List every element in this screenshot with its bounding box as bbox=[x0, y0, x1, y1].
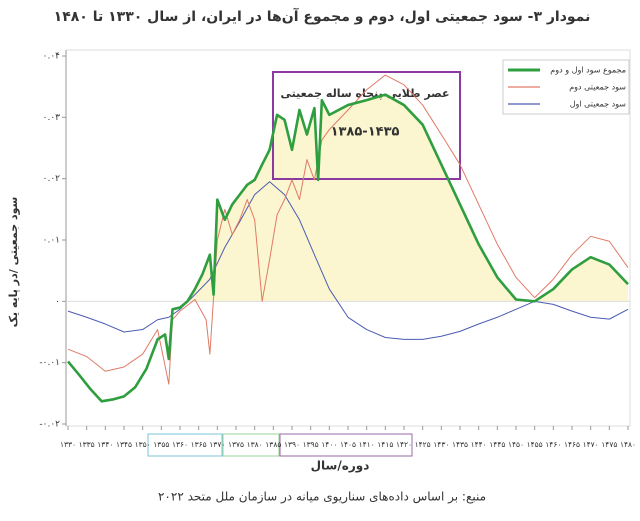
y-tick-label: -۰.۰۲ bbox=[39, 420, 60, 430]
x-tick-label: ۱۳۷۵ bbox=[228, 440, 244, 449]
x-tick-label: ۱۴۲۵ bbox=[415, 440, 431, 449]
x-tick-label: ۱۳۴۰ bbox=[97, 440, 113, 449]
x-tick-label: ۱۴۳۵ bbox=[452, 440, 468, 449]
x-tick-label: ۱۴۱۰ bbox=[359, 440, 375, 449]
x-tick-label: ۱۴۰۵ bbox=[340, 440, 356, 449]
x-tick-label: ۱۳۵۵ bbox=[153, 440, 169, 449]
x-tick-label: ۱۳۵۰ bbox=[135, 440, 151, 449]
x-tick-label: ۱۳۸۰ bbox=[247, 440, 263, 449]
x-tick-label: ۱۴۸۰ bbox=[620, 440, 636, 449]
annotation-box bbox=[272, 71, 461, 180]
x-axis-label: دوره/سال bbox=[311, 459, 370, 474]
y-tick-label: ۰ bbox=[55, 297, 60, 307]
y-tick-label: ۰.۰۱ bbox=[43, 236, 60, 246]
area-fill bbox=[68, 94, 628, 302]
source-note: منبع: بر اساس داده‌های سناریوی میانه در … bbox=[158, 490, 486, 505]
x-tick-label: ۱۳۳۰ bbox=[60, 440, 76, 449]
x-tick-label: ۱۴۷۵ bbox=[601, 440, 617, 449]
x-group-box bbox=[279, 433, 413, 457]
annotation: عصر طلایی پنجاه ساله جمعیتی bbox=[280, 87, 449, 100]
x-group-box bbox=[222, 433, 280, 457]
x-tick-label: ۱۴۴۵ bbox=[489, 440, 505, 449]
x-tick-label: ۱۳۴۵ bbox=[116, 440, 132, 449]
series-line bbox=[67, 74, 629, 385]
legend-label: سود جمعیتی اول bbox=[570, 100, 627, 109]
x-tick-label: ۱۳۹۵ bbox=[303, 440, 319, 449]
x-tick-label: ۱۴۶۵ bbox=[564, 440, 580, 449]
x-tick-label: ۱۴۵۵ bbox=[527, 440, 543, 449]
x-tick-label: ۱۴۱۵ bbox=[377, 440, 393, 449]
x-tick-label: ۱۳۶۰ bbox=[172, 440, 188, 449]
x-tick-label: ۱۴۶۰ bbox=[545, 440, 561, 449]
legend-label: مجموع سود اول و دوم bbox=[550, 66, 626, 75]
x-tick-label: ۱۳۶۵ bbox=[191, 440, 207, 449]
y-tick-label: ۰.۰۴ bbox=[43, 52, 61, 62]
legend-box bbox=[502, 59, 630, 115]
annotation: ۱۳۸۵-۱۴۳۵ bbox=[331, 125, 400, 140]
series-line bbox=[66, 93, 629, 403]
y-tick-label: ۰.۰۳ bbox=[43, 113, 61, 123]
x-tick-label: ۱۴۳۰ bbox=[433, 440, 449, 449]
x-tick-label: ۱۳۹۰ bbox=[284, 440, 300, 449]
legend-label: سود جمعیتی دوم bbox=[569, 83, 626, 92]
x-tick-label: ۱۴۵۰ bbox=[508, 440, 524, 449]
x-tick-label: ۱۳۳۵ bbox=[79, 440, 95, 449]
x-group-box bbox=[147, 433, 223, 457]
x-tick-label: ۱۴۴۰ bbox=[471, 440, 487, 449]
chart-title: نمودار ۳- سود جمعیتی اول، دوم و مجموع آن… bbox=[54, 7, 591, 25]
y-tick-label: -۰.۰۱ bbox=[39, 358, 60, 368]
x-tick-label: ۱۴۲۰ bbox=[396, 440, 412, 449]
series-line bbox=[67, 181, 629, 340]
y-tick-label: ۰.۰۲ bbox=[43, 174, 61, 184]
x-tick-label: ۱۴۷۰ bbox=[583, 440, 599, 449]
x-tick-label: ۱۴۰۰ bbox=[321, 440, 337, 449]
y-axis-label: سود جمعیتی /در پایه یک bbox=[7, 197, 20, 328]
x-tick-label: ۱۳۸۵ bbox=[265, 440, 281, 449]
x-tick-label: ۱۳۷۰ bbox=[209, 440, 225, 449]
